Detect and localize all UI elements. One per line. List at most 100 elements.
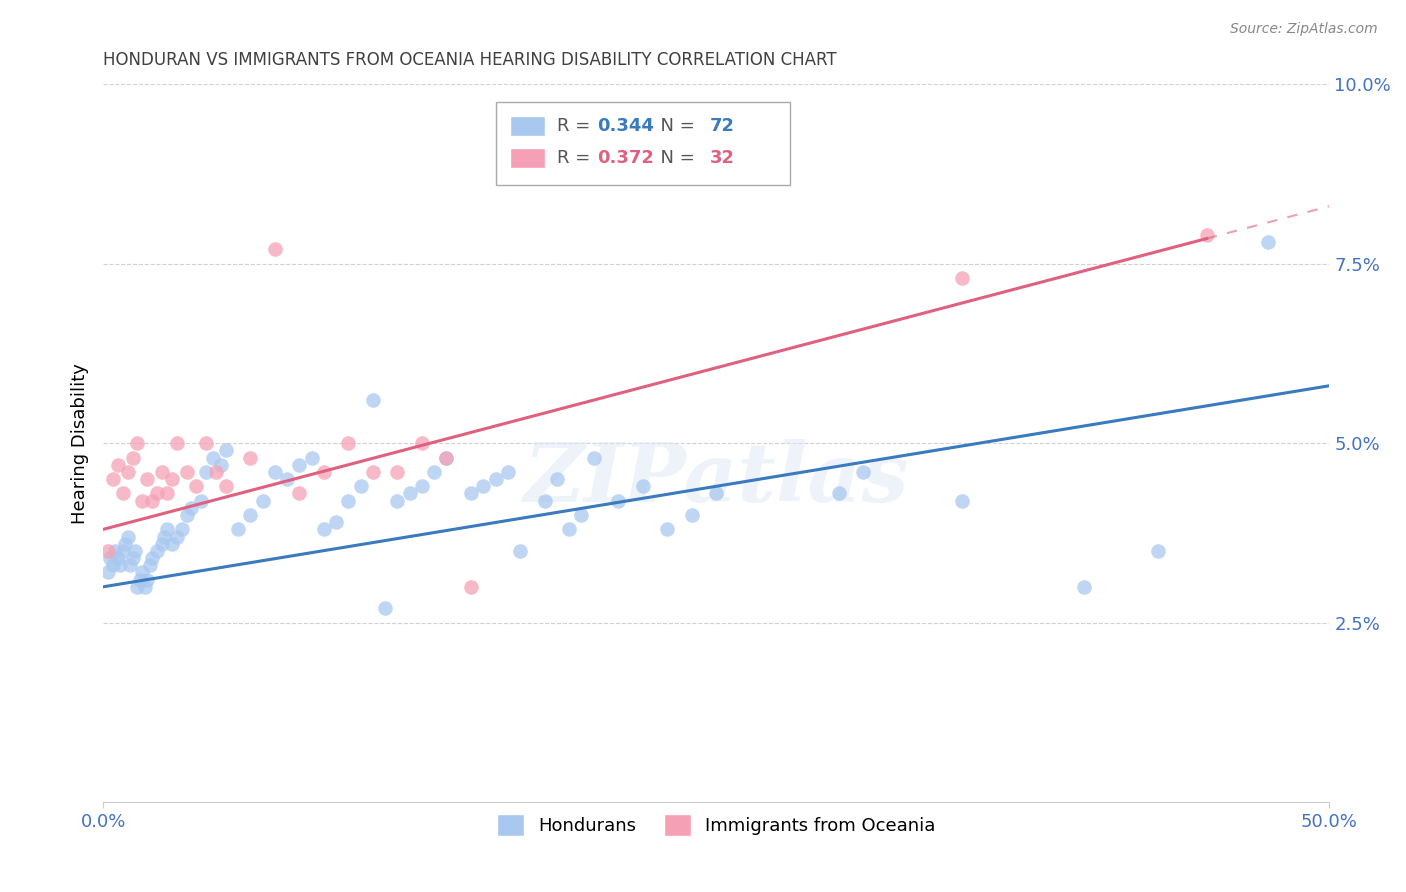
Point <box>226 522 249 536</box>
Point <box>582 450 605 465</box>
Point <box>1146 544 1168 558</box>
Point <box>509 544 531 558</box>
Point <box>146 544 169 558</box>
Point <box>190 493 212 508</box>
Point <box>131 493 153 508</box>
Point <box>141 493 163 508</box>
FancyBboxPatch shape <box>510 148 544 169</box>
Point <box>205 465 228 479</box>
Point <box>150 465 173 479</box>
Point <box>950 493 973 508</box>
Point <box>704 486 727 500</box>
Point <box>569 508 592 522</box>
Text: 32: 32 <box>710 149 735 167</box>
Point <box>117 465 139 479</box>
Point <box>1073 580 1095 594</box>
Point <box>215 443 238 458</box>
Point <box>337 436 360 450</box>
Text: 0.372: 0.372 <box>598 149 654 167</box>
Point <box>263 242 285 256</box>
Point <box>166 436 188 450</box>
Point <box>114 537 136 551</box>
Text: Source: ZipAtlas.com: Source: ZipAtlas.com <box>1230 22 1378 37</box>
Point <box>460 580 482 594</box>
Point <box>124 544 146 558</box>
Point <box>361 393 384 408</box>
Point <box>97 544 120 558</box>
Point <box>101 558 124 573</box>
Point <box>104 544 127 558</box>
Text: ZIPatlas: ZIPatlas <box>523 439 910 519</box>
Text: R =: R = <box>557 117 596 135</box>
Point <box>134 580 156 594</box>
Point <box>239 450 262 465</box>
Point <box>312 522 335 536</box>
Point <box>276 472 298 486</box>
Point <box>337 493 360 508</box>
Point <box>472 479 495 493</box>
Text: HONDURAN VS IMMIGRANTS FROM OCEANIA HEARING DISABILITY CORRELATION CHART: HONDURAN VS IMMIGRANTS FROM OCEANIA HEAR… <box>103 51 837 69</box>
Point <box>166 530 188 544</box>
Point <box>107 551 129 566</box>
Text: 72: 72 <box>710 117 735 135</box>
Point <box>186 479 208 493</box>
Point <box>361 465 384 479</box>
Point <box>681 508 703 522</box>
Point <box>150 537 173 551</box>
FancyBboxPatch shape <box>510 116 544 136</box>
Point <box>263 465 285 479</box>
Point <box>107 458 129 472</box>
Point <box>387 465 409 479</box>
Point <box>180 500 202 515</box>
Point <box>411 479 433 493</box>
Point <box>127 436 149 450</box>
Point <box>117 530 139 544</box>
Point <box>288 486 311 500</box>
Point <box>350 479 373 493</box>
Point <box>111 544 134 558</box>
Point <box>631 479 654 493</box>
Point <box>121 450 143 465</box>
Text: R =: R = <box>557 149 596 167</box>
Point <box>398 486 420 500</box>
Point <box>97 566 120 580</box>
Point <box>436 450 458 465</box>
Point <box>101 472 124 486</box>
Point <box>215 479 238 493</box>
Point <box>120 558 142 573</box>
Y-axis label: Hearing Disability: Hearing Disability <box>72 363 89 524</box>
Point <box>156 522 179 536</box>
Point <box>160 537 183 551</box>
Point <box>533 493 555 508</box>
Point <box>484 472 506 486</box>
Point <box>100 551 122 566</box>
Point <box>460 486 482 500</box>
Point <box>828 486 851 500</box>
Point <box>312 465 335 479</box>
Point <box>558 522 581 536</box>
Point <box>176 465 198 479</box>
Point <box>111 486 134 500</box>
Point <box>131 566 153 580</box>
Point <box>288 458 311 472</box>
Point <box>252 493 274 508</box>
Point <box>301 450 323 465</box>
Point <box>170 522 193 536</box>
Point <box>325 515 347 529</box>
Point <box>239 508 262 522</box>
Point <box>121 551 143 566</box>
Point <box>423 465 446 479</box>
Point <box>146 486 169 500</box>
Point <box>1257 235 1279 249</box>
Point <box>607 493 630 508</box>
Point <box>436 450 458 465</box>
Point <box>657 522 679 536</box>
Legend: Hondurans, Immigrants from Oceania: Hondurans, Immigrants from Oceania <box>489 807 943 844</box>
Point <box>136 573 159 587</box>
Point <box>387 493 409 508</box>
Text: 0.344: 0.344 <box>598 117 654 135</box>
Text: N =: N = <box>648 149 700 167</box>
Point <box>195 465 218 479</box>
Point <box>852 465 875 479</box>
Point <box>141 551 163 566</box>
